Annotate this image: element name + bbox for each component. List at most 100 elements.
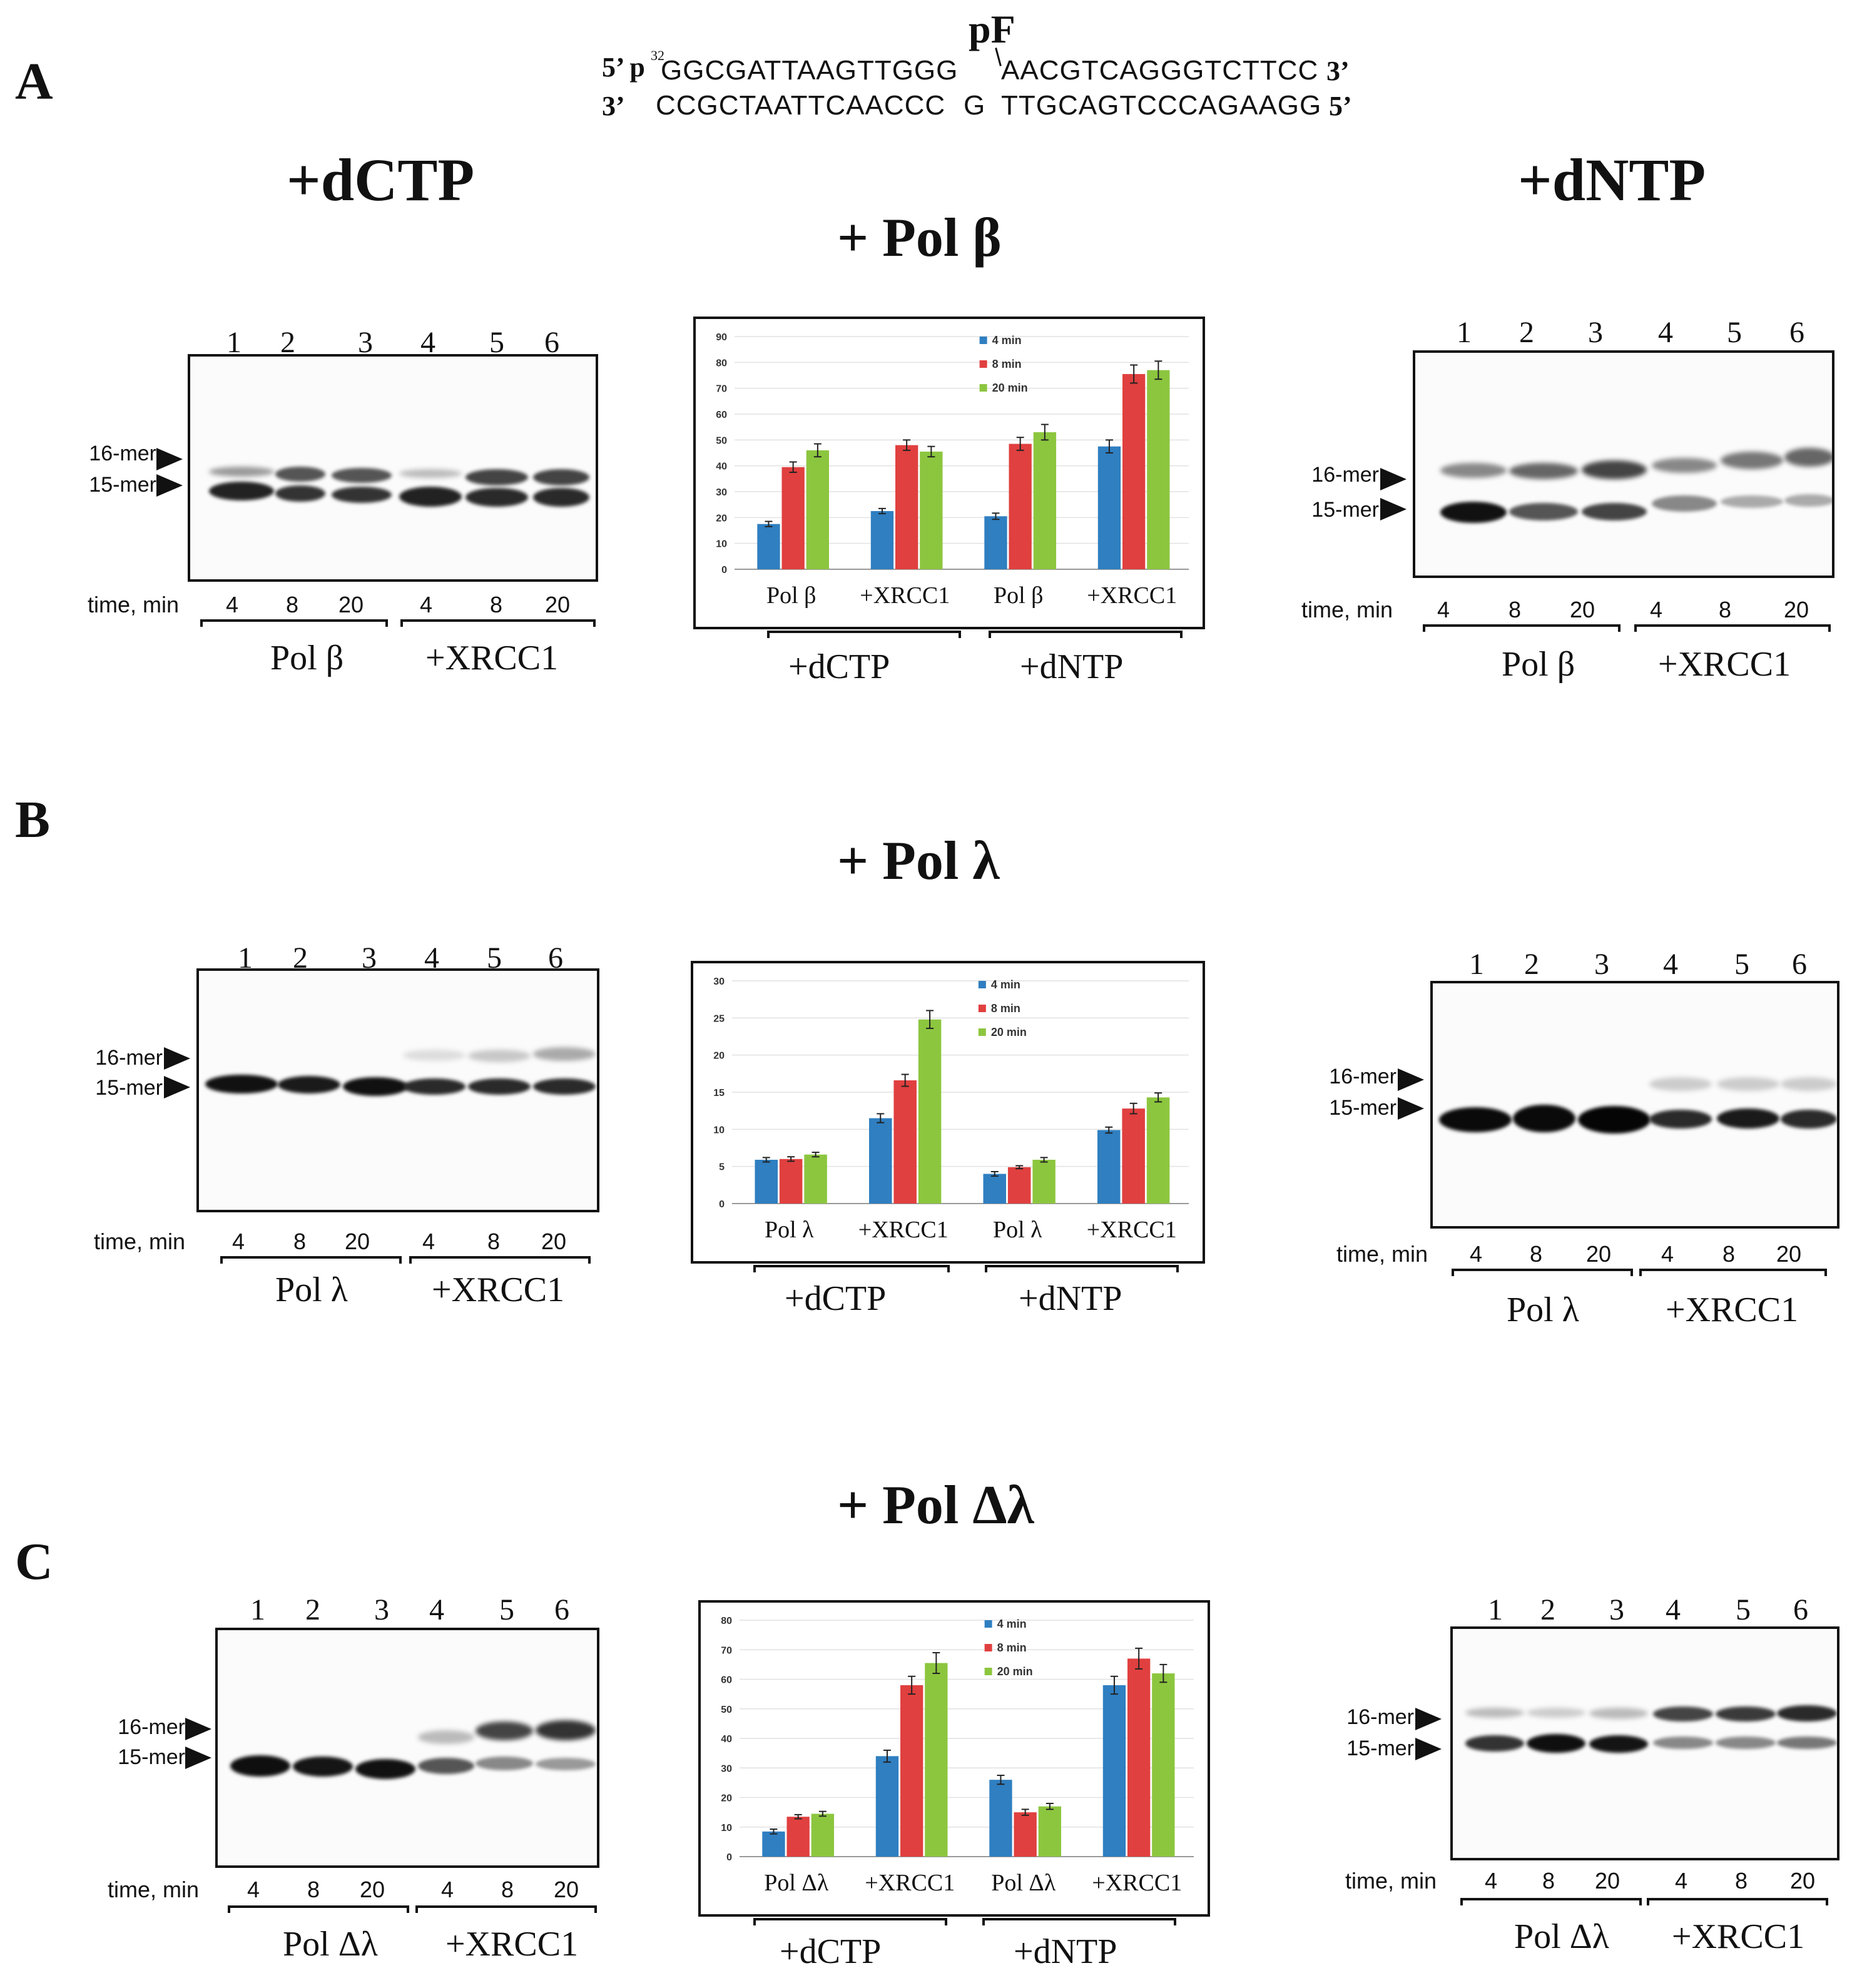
bar xyxy=(1038,1806,1062,1857)
gel-band xyxy=(1717,1108,1779,1128)
group-label: Pol Δλ xyxy=(1514,1917,1609,1956)
panel-letter-b: B xyxy=(15,791,51,849)
gel-image xyxy=(196,968,599,1212)
legend-swatch xyxy=(978,1028,986,1036)
gel-band xyxy=(1716,1707,1776,1722)
group-label: +XRCC1 xyxy=(1672,1917,1805,1956)
chart-b: 0 5 10 15 20 25 30 Pol λ +XRCC1 Pol λ +XRCC1 4 min 8… xyxy=(713,976,1189,1243)
group-label: +XRCC1 xyxy=(425,639,559,677)
seq-bottom-left: CCGCTAATTCAACCC xyxy=(656,90,946,121)
chart-b-frame: 0 5 10 15 20 25 30 Pol λ +XRCC1 Pol λ +XRCC1 4 min 8… xyxy=(691,961,1205,1264)
time-value: 20 xyxy=(1783,597,1809,622)
time-value: 4 xyxy=(1469,1241,1483,1267)
time-value: 8 xyxy=(1542,1868,1555,1894)
legend-swatch xyxy=(978,981,986,988)
gel-band xyxy=(1578,1106,1651,1133)
gel-band xyxy=(468,1050,531,1062)
group-bracket xyxy=(415,1905,597,1913)
legend-label: 8 min xyxy=(992,358,1022,370)
bar xyxy=(755,1159,778,1204)
bar xyxy=(1122,373,1146,569)
bar xyxy=(786,1817,810,1857)
bar xyxy=(1097,446,1121,569)
gel-band xyxy=(1527,1708,1585,1718)
marker-arrow xyxy=(1380,498,1407,520)
bar xyxy=(869,1118,892,1204)
group-label: Pol β xyxy=(1502,645,1575,684)
time-value: 8 xyxy=(307,1877,320,1902)
time-value: 4 xyxy=(419,592,433,617)
bar xyxy=(762,1831,785,1857)
bar xyxy=(781,467,805,569)
y-tick-label: 70 xyxy=(721,1645,732,1656)
lane-number: 5 xyxy=(1734,948,1749,981)
legend-swatch xyxy=(979,337,987,344)
bar xyxy=(811,1813,835,1857)
time-value: 8 xyxy=(1718,597,1732,622)
bar xyxy=(920,451,943,569)
lane-number: 3 xyxy=(1588,316,1603,349)
time-value: 4 xyxy=(231,1229,245,1254)
chart-a-frame: 0 10 20 30 40 50 60 70 80 90 Pol β +XRCC1 Pol β +XRCC… xyxy=(693,317,1205,629)
x-category-label: +XRCC1 xyxy=(1092,1870,1182,1896)
lane-number: 1 xyxy=(226,326,242,359)
gel-band xyxy=(1509,503,1578,520)
gel-band xyxy=(403,1078,466,1095)
y-tick-label: 50 xyxy=(721,1705,732,1715)
lane-number: 5 xyxy=(499,1593,514,1626)
gel-band xyxy=(1527,1734,1585,1753)
gel-band xyxy=(332,487,392,503)
x-category-label: Pol Δλ xyxy=(991,1870,1056,1896)
legend-swatch xyxy=(984,1620,992,1628)
gel-band xyxy=(1440,502,1507,523)
gel-band xyxy=(476,1757,533,1770)
marker-arrow xyxy=(185,1747,211,1769)
y-tick-label: 0 xyxy=(721,565,727,576)
y-tick-label: 30 xyxy=(716,487,727,498)
gel-band xyxy=(466,488,528,507)
chart-group-bracket xyxy=(985,1265,1179,1272)
chart-group-bracket xyxy=(989,631,1183,638)
time-value: 8 xyxy=(487,1229,501,1254)
marker-label: 16-mer xyxy=(1311,463,1379,487)
bar xyxy=(1032,1159,1056,1204)
chart-group-label: +dNTP xyxy=(1019,1279,1122,1318)
chart-group-bracket xyxy=(753,1918,947,1925)
title-pol-beta: + Pol β xyxy=(837,208,1002,268)
gel-band xyxy=(403,1050,466,1061)
y-tick-label: 80 xyxy=(721,1616,732,1626)
time-value: 20 xyxy=(541,1229,567,1254)
time-label: time, min xyxy=(88,592,180,617)
group-label: +XRCC1 xyxy=(1666,1291,1799,1329)
gel-band xyxy=(278,1076,340,1093)
gel-band xyxy=(343,1077,408,1096)
y-tick-label: 90 xyxy=(716,332,727,343)
lane-number: 1 xyxy=(1457,316,1472,349)
group-label: Pol Δλ xyxy=(283,1925,378,1964)
time-value: 4 xyxy=(1437,597,1450,622)
panel-letter-a: A xyxy=(15,53,53,111)
y-tick-label: 40 xyxy=(721,1734,732,1745)
bar xyxy=(893,1080,917,1204)
gel-band xyxy=(1582,460,1647,479)
bar xyxy=(925,1663,948,1857)
y-tick-label: 30 xyxy=(721,1763,732,1774)
seq-top-left: GGCGATTAAGTTGGG xyxy=(661,55,959,86)
group-bracket xyxy=(400,619,596,627)
gel-band xyxy=(466,469,528,485)
pf-label: pF xyxy=(969,7,1015,51)
marker-arrow xyxy=(185,1718,211,1740)
bar xyxy=(1122,1108,1145,1204)
legend-label: 8 min xyxy=(991,1002,1020,1015)
gel-band xyxy=(418,1758,474,1774)
group-bracket xyxy=(1460,1898,1642,1905)
lane-number: 5 xyxy=(1736,1593,1751,1626)
legend-label: 20 min xyxy=(991,1026,1027,1038)
lane-number: 1 xyxy=(250,1593,265,1626)
title-pol-delta-lambda: + Pol Δλ xyxy=(837,1475,1034,1536)
legend-swatch xyxy=(978,1005,986,1012)
lane-number: 1 xyxy=(1469,948,1484,981)
lane-number: 3 xyxy=(1594,948,1609,981)
lane-number: 6 xyxy=(544,326,559,359)
title-dctp: +dCTP xyxy=(287,146,475,213)
